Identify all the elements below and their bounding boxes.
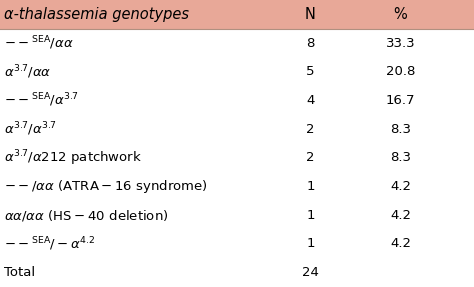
Text: $\alpha\alpha/\alpha\alpha\ \mathregular{(HS-40\ deletion)}$: $\alpha\alpha/\alpha\alpha\ \mathregular…	[4, 208, 168, 223]
Text: $\alpha^{3.7}/\alpha^{3.7}$: $\alpha^{3.7}/\alpha^{3.7}$	[4, 120, 56, 138]
Text: 8.3: 8.3	[390, 151, 411, 164]
Text: 20.8: 20.8	[386, 65, 415, 78]
Text: 24: 24	[302, 266, 319, 279]
Text: Total: Total	[4, 266, 35, 279]
Text: $--^{\mathregular{SEA}}/\alpha\alpha$: $--^{\mathregular{SEA}}/\alpha\alpha$	[4, 34, 73, 52]
Text: $\alpha^{3.7}/\alpha\alpha$: $\alpha^{3.7}/\alpha\alpha$	[4, 63, 51, 81]
FancyBboxPatch shape	[0, 230, 474, 258]
Text: $\alpha^{3.7}/\alpha\mathregular{212\ patchwork}$: $\alpha^{3.7}/\alpha\mathregular{212\ pa…	[4, 148, 142, 168]
FancyBboxPatch shape	[0, 115, 474, 144]
Text: 2: 2	[306, 151, 315, 164]
Text: 2: 2	[306, 123, 315, 136]
Text: 1: 1	[306, 237, 315, 251]
Text: 1: 1	[306, 180, 315, 193]
Text: $--/\alpha\alpha\ \mathregular{(ATRA-16\ syndrome)}$: $--/\alpha\alpha\ \mathregular{(ATRA-16\…	[4, 178, 208, 195]
FancyBboxPatch shape	[0, 201, 474, 230]
Text: 4.2: 4.2	[390, 180, 411, 193]
Text: 8.3: 8.3	[390, 123, 411, 136]
Text: 8: 8	[306, 36, 315, 50]
Text: 1: 1	[306, 209, 315, 222]
Text: 16.7: 16.7	[386, 94, 415, 107]
Text: 4.2: 4.2	[390, 209, 411, 222]
Text: $--^{\mathregular{SEA}}/-\alpha^{4.2}$: $--^{\mathregular{SEA}}/-\alpha^{4.2}$	[4, 235, 95, 253]
Text: 33.3: 33.3	[386, 36, 415, 50]
FancyBboxPatch shape	[0, 172, 474, 201]
FancyBboxPatch shape	[0, 29, 474, 57]
FancyBboxPatch shape	[0, 57, 474, 86]
FancyBboxPatch shape	[0, 144, 474, 172]
Text: 4: 4	[306, 94, 315, 107]
Text: α-thalassemia genotypes: α-thalassemia genotypes	[4, 7, 189, 22]
Text: 4.2: 4.2	[390, 237, 411, 251]
Text: 5: 5	[306, 65, 315, 78]
FancyBboxPatch shape	[0, 258, 474, 287]
Text: N: N	[305, 7, 316, 22]
FancyBboxPatch shape	[0, 86, 474, 115]
Text: $--^{\mathregular{SEA}}/\alpha^{3.7}$: $--^{\mathregular{SEA}}/\alpha^{3.7}$	[4, 92, 79, 109]
FancyBboxPatch shape	[0, 0, 474, 29]
Text: %: %	[393, 7, 408, 22]
